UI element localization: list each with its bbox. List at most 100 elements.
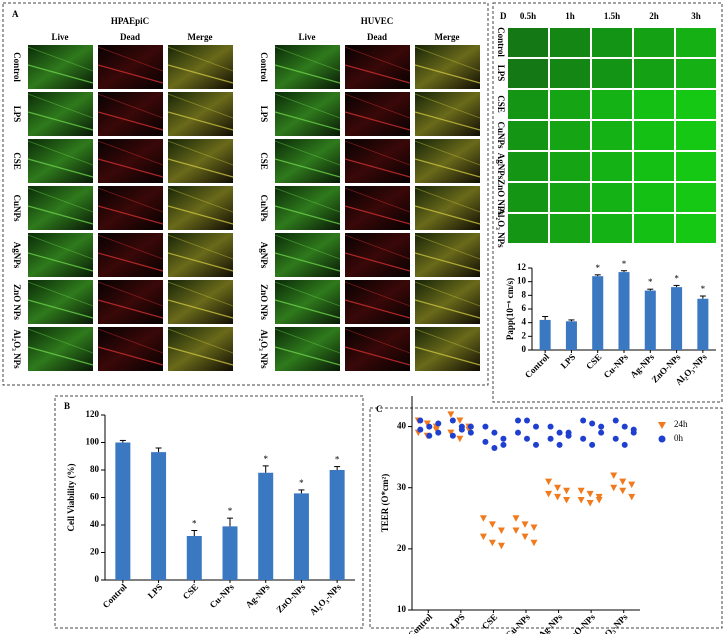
fluorescence-image: [676, 59, 716, 88]
tube-edge: [167, 158, 234, 178]
tube-edge: [344, 205, 411, 225]
tube-edge: [167, 281, 234, 307]
y-axis-label: Papp(10⁻⁶ cm/s): [505, 278, 515, 340]
group-title: HUVEC: [361, 16, 394, 26]
y-tick-label: 0: [522, 344, 527, 354]
tube-edge: [274, 328, 341, 354]
fluorescence-image: [508, 183, 548, 212]
bar: [565, 321, 577, 350]
column-header: 0.5h: [520, 11, 536, 21]
tube-edge: [344, 46, 411, 72]
tube-edge: [97, 234, 164, 260]
tube-edge: [274, 140, 341, 166]
data-point: [488, 539, 496, 547]
x-tick-label: Al₂O₃-NPs: [594, 611, 630, 634]
y-tick-label: 20: [397, 543, 407, 553]
fluorescence-image: [550, 28, 590, 57]
bar: [258, 472, 274, 580]
panel-label: C: [376, 404, 383, 414]
tube-edge: [167, 205, 234, 225]
tube-edge: [97, 299, 164, 319]
tube-edge: [414, 299, 481, 319]
data-point: [491, 444, 498, 451]
x-tick-label: Control: [406, 611, 435, 634]
y-tick-label: 10: [397, 604, 407, 614]
data-point: [497, 527, 505, 535]
row-label: CuNPs: [12, 194, 22, 222]
fluorescence-image: [508, 28, 548, 57]
x-tick-label: Ag-NPs: [537, 611, 565, 634]
y-axis-label: TEER (O*cm²): [380, 474, 390, 532]
row-label: LPS: [259, 106, 269, 123]
row-label: Al₂O₃ NPs: [12, 329, 22, 369]
bar: [186, 536, 202, 580]
bar: [644, 290, 656, 350]
tube-edge: [274, 299, 341, 319]
tube-edge: [97, 93, 164, 119]
tube-edge: [344, 64, 411, 84]
tube-edge: [414, 46, 481, 72]
bar: [293, 493, 309, 580]
tube-edge: [27, 46, 94, 72]
panel-a-frame: [2, 2, 489, 386]
fluorescence-image: [676, 183, 716, 212]
column-header: Dead: [367, 32, 387, 42]
data-point: [417, 426, 424, 433]
x-tick-label: Control: [101, 581, 130, 610]
data-point: [612, 435, 619, 442]
fluorescence-image: [592, 152, 632, 181]
tube-edge: [344, 140, 411, 166]
tube-edge: [167, 64, 234, 84]
data-point: [524, 417, 530, 424]
data-point: [610, 484, 618, 492]
data-point: [521, 533, 529, 541]
tube-edge: [344, 281, 411, 307]
tube-edge: [97, 111, 164, 131]
y-tick-label: 12: [517, 262, 527, 272]
tube-edge: [27, 346, 94, 366]
tube-edge: [27, 93, 94, 119]
data-point: [565, 432, 572, 439]
data-point: [621, 423, 628, 430]
data-point: [545, 478, 553, 486]
row-label: CSE: [496, 95, 506, 113]
tube-edge: [27, 281, 94, 307]
tube-edge: [414, 281, 481, 307]
row-label: CuNPs: [259, 194, 269, 222]
data-point: [491, 429, 498, 436]
tube-edge: [27, 328, 94, 354]
significance-mark: *: [192, 519, 197, 529]
tube-edge: [344, 187, 411, 213]
y-tick-label: 2: [522, 330, 527, 340]
data-point: [449, 417, 456, 424]
fluorescence-image: [676, 152, 716, 181]
fluorescence-image: [508, 121, 548, 150]
row-label: ZnO NPs: [12, 284, 22, 320]
tube-edge: [414, 140, 481, 166]
fluorescence-image: [634, 152, 674, 181]
data-point: [545, 490, 553, 498]
x-tick-label: Al₂O₃-NPs: [308, 581, 344, 617]
data-point: [580, 417, 587, 424]
data-point: [417, 417, 424, 424]
x-tick-label: Control: [523, 351, 552, 380]
data-point: [586, 500, 594, 507]
tube-edge: [414, 234, 481, 260]
x-tick-label: CSE: [181, 582, 200, 601]
fluorescence-image: [550, 183, 590, 212]
tube-edge: [167, 252, 234, 272]
tube-edge: [414, 205, 481, 225]
tube-edge: [274, 205, 341, 225]
row-label: CuNPs: [496, 121, 506, 149]
fluorescence-image: [550, 214, 590, 243]
data-point: [598, 429, 605, 436]
row-label: Control: [12, 52, 22, 82]
fluorescence-image: [550, 59, 590, 88]
bar: [618, 272, 630, 350]
y-tick-label: 20: [90, 547, 100, 557]
tube-edge: [274, 252, 341, 272]
tube-edge: [27, 140, 94, 166]
column-header: Live: [299, 32, 316, 42]
tube-edge: [97, 346, 164, 366]
tube-edge: [274, 111, 341, 131]
